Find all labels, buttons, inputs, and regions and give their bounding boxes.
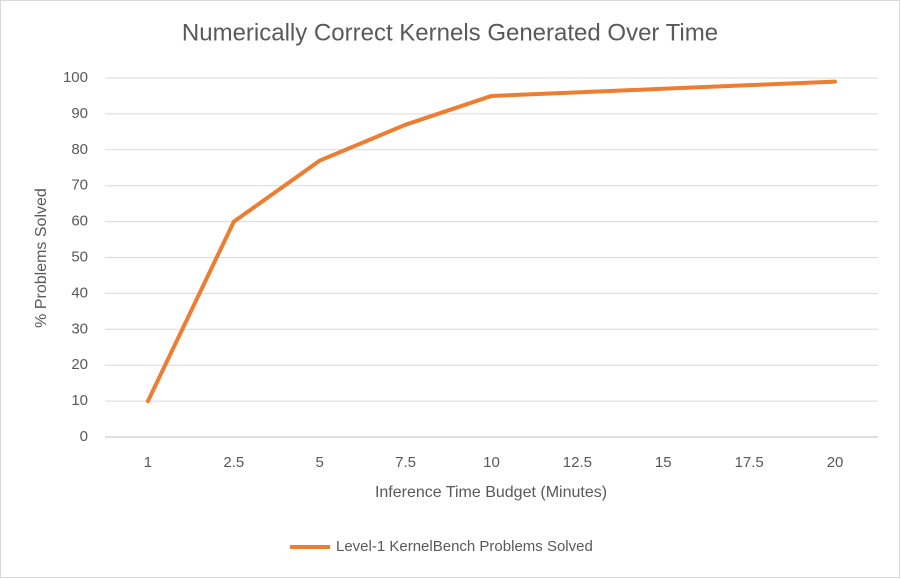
x-tick-label: 12.5: [563, 454, 592, 471]
x-tick-label: 1: [144, 454, 152, 471]
y-axis-label: % Problems Solved: [33, 188, 50, 328]
x-tick-label: 20: [827, 454, 844, 471]
x-axis-label: Inference Time Budget (Minutes): [375, 484, 607, 501]
y-tick-label: 10: [71, 392, 88, 409]
y-tick-label: 50: [71, 248, 88, 265]
y-tick-label: 40: [71, 284, 88, 301]
x-tick-label: 17.5: [735, 454, 764, 471]
y-tick-label: 0: [80, 428, 88, 445]
chart-title: Numerically Correct Kernels Generated Ov…: [182, 19, 718, 46]
y-tick-label: 100: [63, 69, 88, 86]
y-tick-label: 60: [71, 213, 88, 230]
x-tick-label: 15: [655, 454, 672, 471]
x-tick-label: 10: [483, 454, 500, 471]
data-line: [145, 79, 838, 404]
x-tick-label: 2.5: [223, 454, 244, 471]
y-tick-label: 70: [71, 177, 88, 194]
y-tick-label: 20: [71, 356, 88, 373]
x-tick-label: 5: [316, 454, 324, 471]
y-tick-label: 30: [71, 320, 88, 337]
x-tick-label: 7.5: [395, 454, 416, 471]
legend-label: Level-1 KernelBench Problems Solved: [336, 538, 593, 555]
y-tick-label: 90: [71, 105, 88, 122]
y-tick-label: 80: [71, 141, 88, 158]
